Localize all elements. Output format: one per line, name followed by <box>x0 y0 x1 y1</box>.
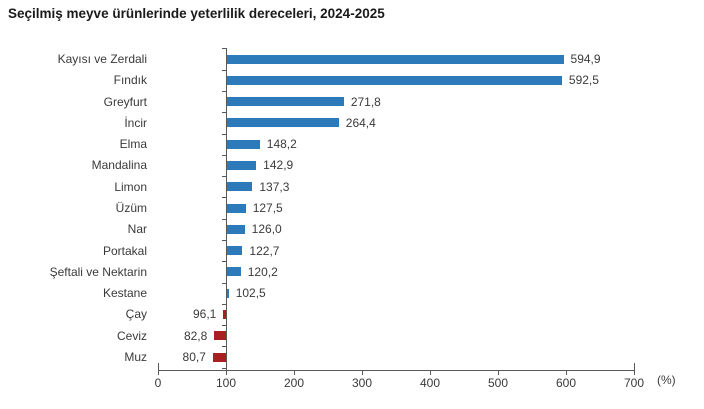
x-axis-endcap-left <box>158 363 159 370</box>
category-label: Elma <box>119 137 147 152</box>
category-tick <box>222 197 226 199</box>
x-axis-tick <box>566 371 567 375</box>
bar <box>227 182 253 192</box>
bar <box>227 203 246 213</box>
category-label: Kayısı ve Zerdali <box>57 52 147 66</box>
category-tick <box>222 48 226 50</box>
bar <box>214 331 226 341</box>
value-label: 80,7 <box>182 350 206 364</box>
unit-label: (%) <box>657 373 676 387</box>
bar <box>227 54 564 64</box>
value-label: 82,8 <box>183 328 208 343</box>
value-label: 126,0 <box>251 222 282 237</box>
x-axis-tick <box>294 371 295 375</box>
x-axis-tick-label: 600 <box>555 376 577 390</box>
value-label: 127,5 <box>252 201 283 215</box>
x-axis-endcap-right <box>634 363 635 370</box>
category-label: Limon <box>114 179 147 194</box>
category-label: Mandalina <box>91 158 147 173</box>
x-axis-tick <box>498 371 499 375</box>
bar <box>227 267 241 277</box>
category-label: Muz <box>124 350 147 364</box>
category-label: Ceviz <box>116 328 147 343</box>
value-label: 148,2 <box>266 137 297 152</box>
value-label: 102,5 <box>235 286 266 301</box>
x-axis <box>158 370 635 371</box>
value-label: 120,2 <box>247 264 278 279</box>
category-tick <box>222 261 226 263</box>
category-axis <box>226 48 227 371</box>
category-tick <box>222 154 226 156</box>
value-label: 592,5 <box>568 73 599 88</box>
x-axis-tick <box>226 371 227 375</box>
category-tick <box>222 90 226 92</box>
value-label: 271,8 <box>350 94 381 109</box>
category-label: Portakal <box>102 243 147 258</box>
x-axis-tick-label: 500 <box>487 376 509 390</box>
x-axis-tick <box>634 371 635 375</box>
category-tick <box>222 176 226 178</box>
bar <box>212 352 226 362</box>
category-tick <box>222 282 226 284</box>
category-label: Şeftali ve Nektarin <box>49 264 147 279</box>
category-tick <box>222 367 226 369</box>
chart-title: Seçilmiş meyve ürünlerinde yeterlilik de… <box>8 6 385 21</box>
category-tick <box>222 346 226 348</box>
category-label: Üzüm <box>115 201 147 215</box>
x-axis-tick <box>362 371 363 375</box>
x-axis-tick-label: 0 <box>154 376 162 390</box>
x-axis-tick-label: 200 <box>283 376 305 390</box>
x-axis-tick-label: 700 <box>623 376 645 390</box>
category-label: Fındık <box>113 73 147 88</box>
x-axis-tick-label: 400 <box>419 376 441 390</box>
value-label: 96,1 <box>192 307 217 322</box>
category-label: Greyfurt <box>103 94 147 109</box>
x-axis-tick <box>158 371 159 375</box>
value-label: 142,9 <box>263 158 294 173</box>
value-label: 137,3 <box>259 179 290 194</box>
bar <box>227 224 245 234</box>
value-label: 594,9 <box>570 52 601 66</box>
bar <box>223 309 226 319</box>
category-label: Nar <box>127 222 147 237</box>
category-tick <box>222 133 226 135</box>
category-label: Kestane <box>102 286 147 301</box>
x-axis-tick <box>430 371 431 375</box>
category-tick <box>222 112 226 114</box>
category-label: İncir <box>124 115 147 130</box>
bar <box>227 118 339 128</box>
bar <box>227 246 243 256</box>
category-tick <box>222 218 226 220</box>
category-tick <box>222 69 226 71</box>
bar <box>227 75 562 85</box>
value-label: 264,4 <box>345 115 376 130</box>
category-tick <box>222 239 226 241</box>
bar <box>227 139 260 149</box>
bar <box>227 160 257 170</box>
x-axis-tick-label: 300 <box>351 376 373 390</box>
x-axis-tick-label: 100 <box>215 376 237 390</box>
bar <box>227 97 344 107</box>
value-label: 122,7 <box>249 243 280 258</box>
category-tick <box>222 325 226 327</box>
category-tick <box>222 303 226 305</box>
bar <box>227 288 229 298</box>
category-label: Çay <box>125 307 147 322</box>
